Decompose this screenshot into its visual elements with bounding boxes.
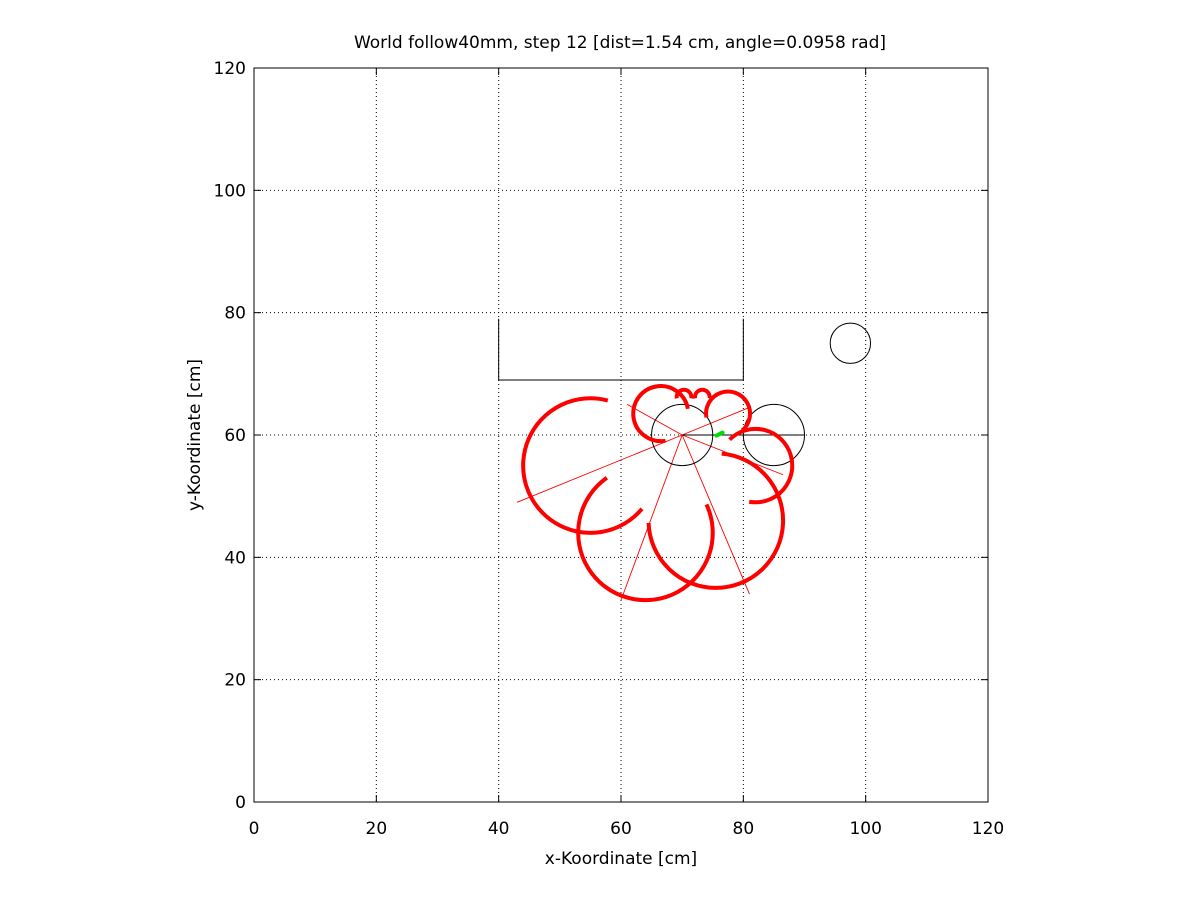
x-axis-label: x-Koordinate [cm]	[545, 849, 697, 869]
x-tick-label: 60	[610, 819, 632, 839]
sensor-arc	[704, 389, 753, 432]
y-tick-label: 80	[224, 304, 246, 324]
sensor-ray	[516, 434, 683, 503]
sensor-arc	[576, 476, 715, 603]
sensor-arc	[693, 387, 712, 399]
x-tick-label: 20	[366, 819, 388, 839]
x-tick-label: 100	[849, 819, 881, 839]
x-tick-label: 120	[972, 819, 1004, 839]
sensor-ray	[626, 404, 683, 436]
chart-title: World follow40mm, step 12 [dist=1.54 cm,…	[354, 33, 886, 53]
sensor-arc	[646, 451, 786, 590]
sensor-arc	[674, 387, 694, 399]
box-wall	[498, 318, 744, 381]
x-tick-label: 0	[249, 819, 260, 839]
ticks: 0 20 40 60 80 100 120 0 20 40 60 80 100 120	[214, 59, 1005, 839]
sensor-arc	[521, 396, 644, 535]
x-tick-label: 80	[733, 819, 755, 839]
y-tick-label: 0	[235, 793, 246, 813]
sensor-arc	[728, 426, 795, 505]
y-tick-label: 120	[214, 59, 246, 79]
plot-data	[498, 318, 872, 603]
target-marker	[714, 430, 725, 438]
y-tick-label: 60	[224, 426, 246, 446]
pillar	[829, 322, 872, 364]
y-tick-label: 40	[224, 548, 246, 568]
sensor-ray	[681, 407, 750, 436]
x-tick-label: 40	[488, 819, 510, 839]
y-axis-label: y-Koordinate [cm]	[185, 359, 205, 511]
sensor-ray	[620, 434, 683, 601]
y-tick-label: 20	[224, 671, 246, 691]
sensor-ray	[681, 434, 750, 595]
y-tick-label: 100	[214, 181, 246, 201]
